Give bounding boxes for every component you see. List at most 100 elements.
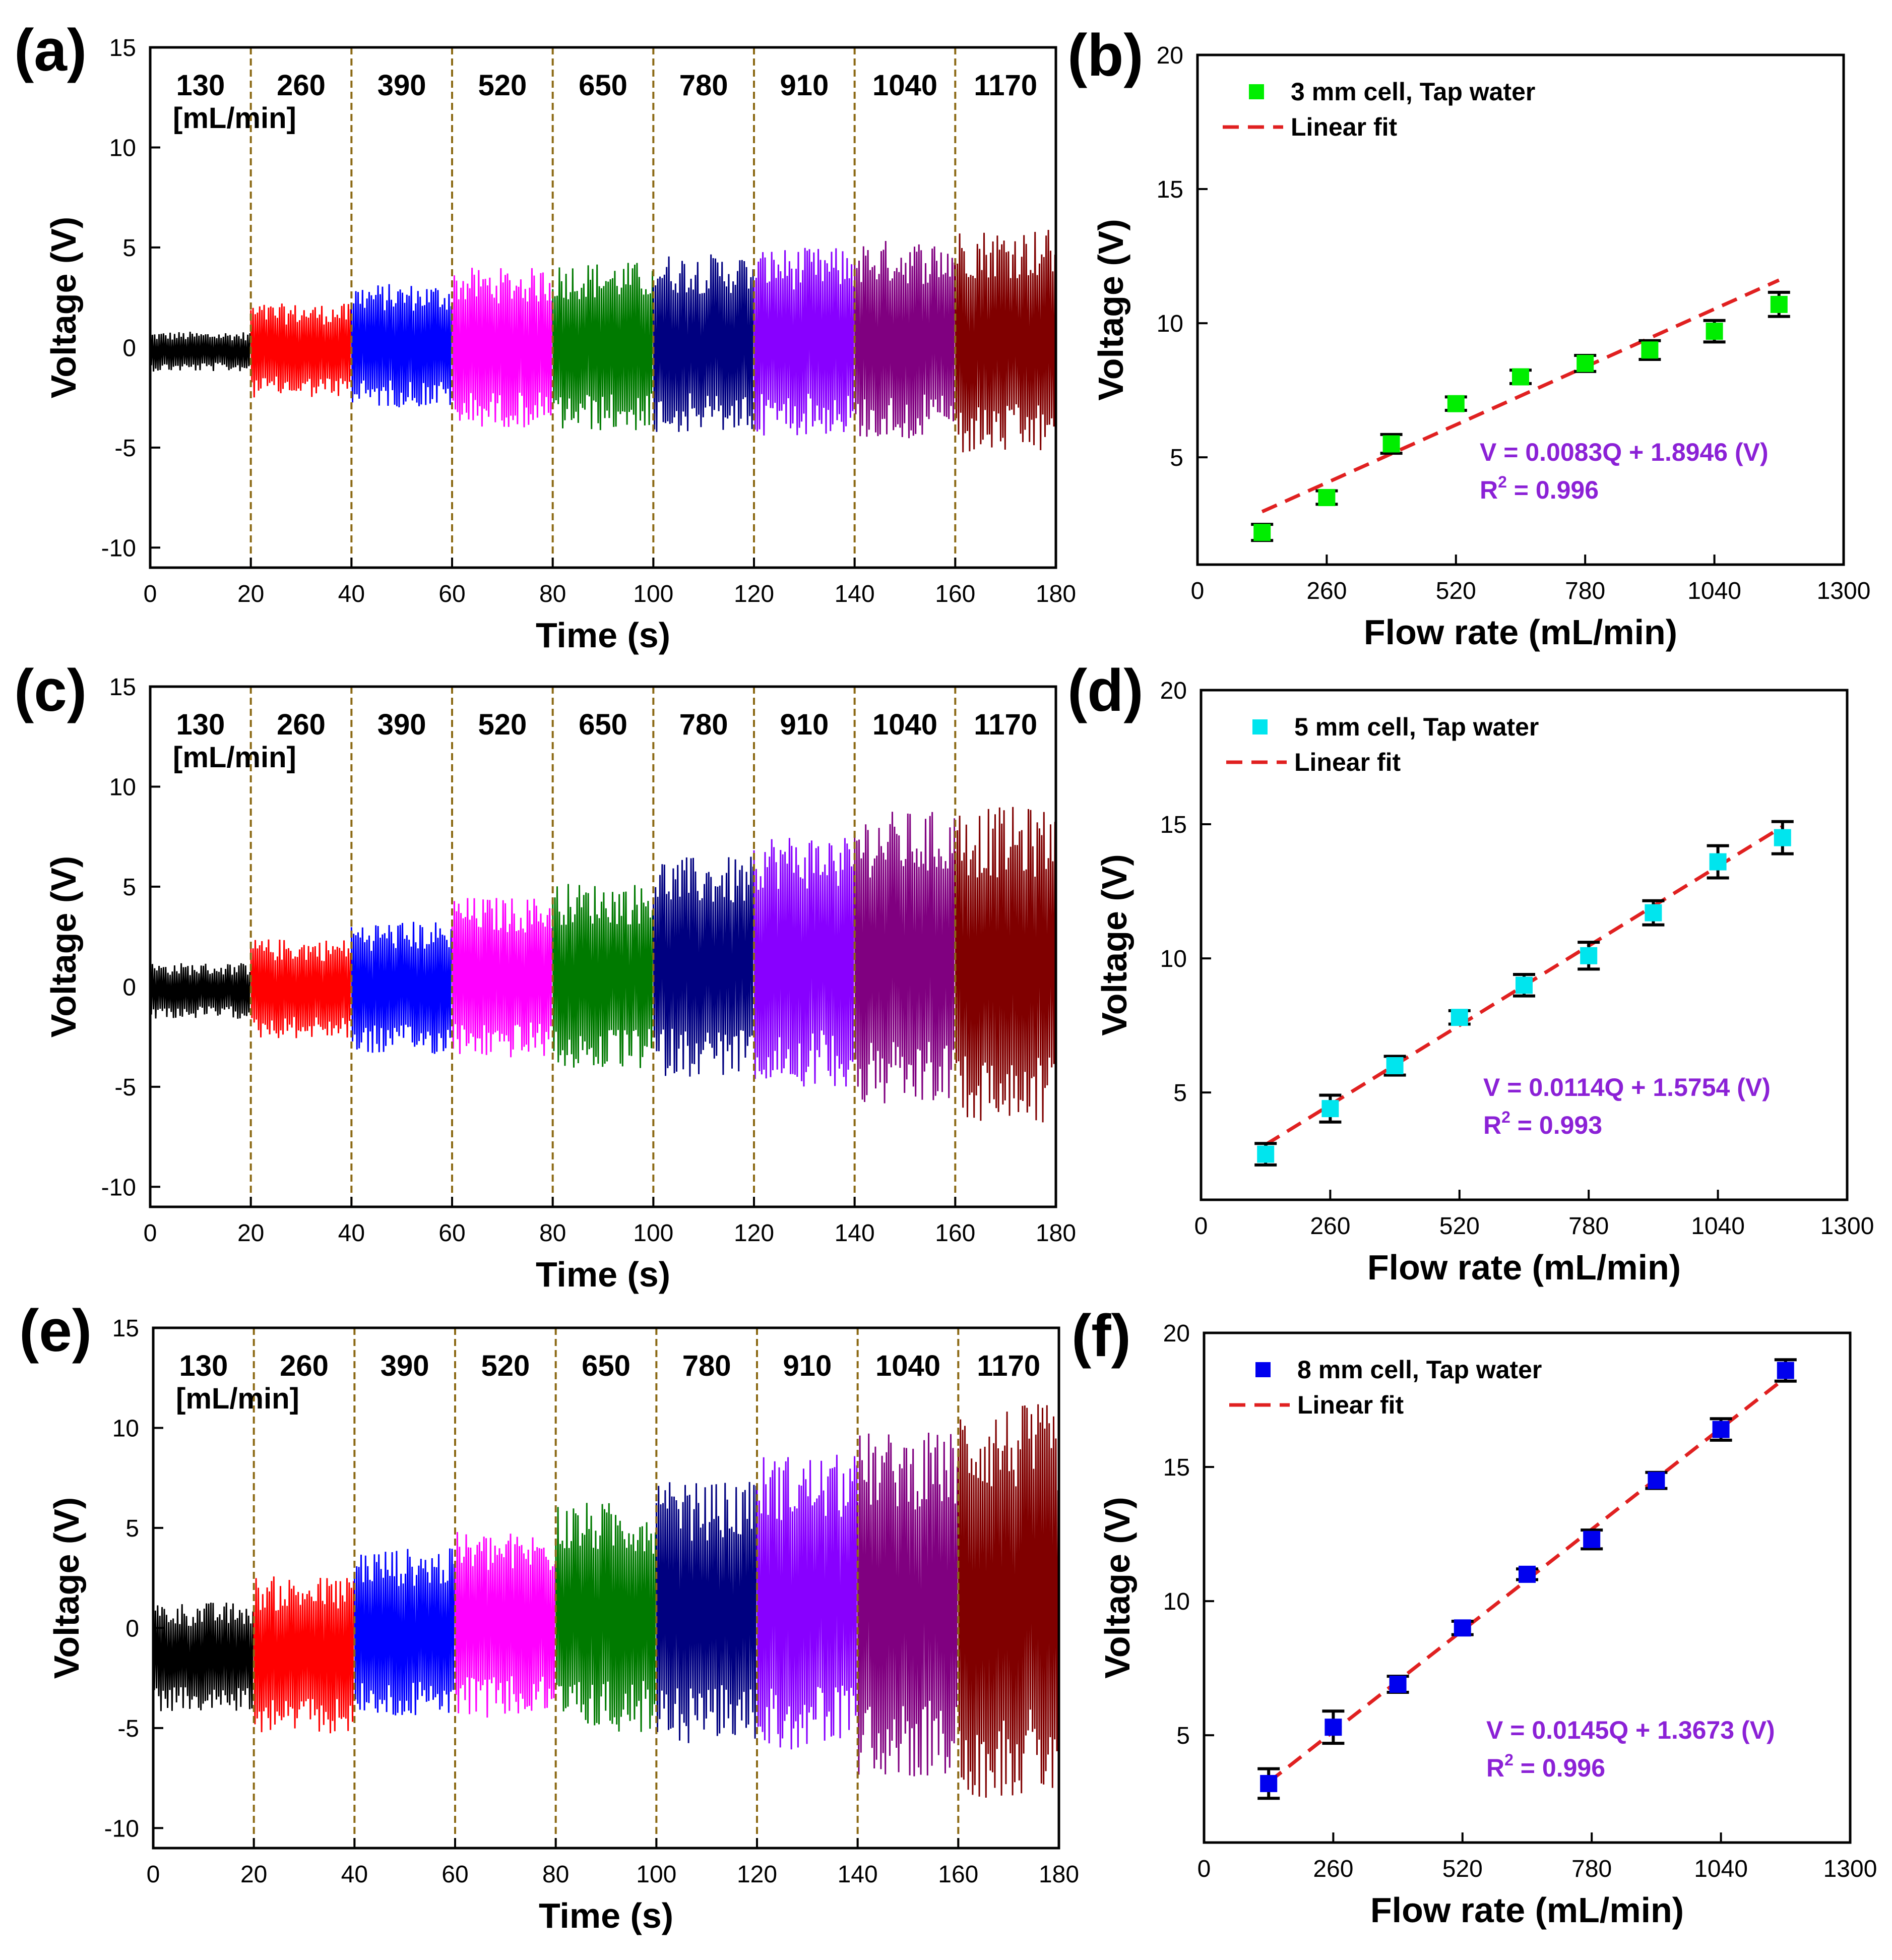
x-tick-label: 0 — [147, 1861, 160, 1888]
y-tick-label: -5 — [114, 435, 136, 462]
signal-segment-780 — [652, 254, 754, 432]
segment-label: 650 — [579, 69, 627, 102]
x-tick-label: 100 — [633, 581, 673, 607]
fit-r2: R2 = 0.996 — [1486, 1751, 1605, 1782]
plot-frame — [152, 1326, 1060, 1850]
x-tick-label: 80 — [539, 1220, 566, 1247]
segment-label: 520 — [478, 69, 527, 102]
data-point — [1641, 341, 1659, 359]
y-tick-label: 20 — [1160, 678, 1187, 704]
data-point — [1777, 1362, 1794, 1379]
x-tick-label: 60 — [438, 1220, 465, 1247]
x-tick-label: 140 — [835, 1220, 875, 1247]
x-tick-label: 180 — [1036, 1220, 1076, 1247]
x-tick-label: 80 — [539, 581, 566, 607]
y-tick-label: 0 — [122, 335, 136, 361]
y-tick-label: 5 — [1173, 1080, 1187, 1107]
x-axis-title: Flow rate (mL/min) — [1364, 612, 1677, 652]
y-axis-title: Voltage (V) — [44, 217, 83, 398]
x-tick-label: 520 — [1439, 1213, 1480, 1240]
signal-segment-1170 — [954, 229, 1056, 453]
unit-label: [mL/min] — [173, 102, 296, 135]
panel-label: (d) — [1067, 657, 1144, 724]
segment-label: 260 — [277, 69, 326, 102]
fit-r2: R2 = 0.993 — [1483, 1108, 1602, 1139]
y-tick-label: 10 — [109, 135, 136, 161]
signal-segment-910 — [756, 1454, 858, 1750]
fit-line — [1261, 278, 1780, 514]
segment-label: 390 — [377, 69, 426, 102]
y-axis-title: Voltage (V) — [1091, 219, 1130, 400]
y-tick-label: 5 — [122, 874, 136, 901]
panel-a: (a)130 260 390 520 650 780 910 1040 1170[mL/min]… — [14, 17, 1076, 655]
x-tick-label: 1300 — [1817, 578, 1871, 604]
y-tick-label: -5 — [114, 1074, 136, 1101]
y-axis-title: Voltage (V) — [1095, 854, 1134, 1035]
y-tick-label: 5 — [1176, 1723, 1190, 1749]
y-tick-label: -10 — [104, 1815, 139, 1842]
plot-frame — [1200, 689, 1849, 1201]
segment-label: 650 — [582, 1350, 630, 1382]
x-tick-label: 780 — [1571, 1856, 1612, 1882]
data-point — [1709, 853, 1727, 871]
panel-label: (a) — [14, 17, 87, 84]
data-point — [1770, 295, 1788, 313]
y-tick-label: 10 — [112, 1415, 139, 1442]
data-point — [1648, 1472, 1665, 1489]
y-tick-label: 0 — [122, 974, 136, 1001]
x-tick-label: 60 — [442, 1861, 468, 1888]
segment-label: 1040 — [872, 708, 937, 741]
data-point — [1519, 1565, 1536, 1583]
y-tick-label: 10 — [109, 774, 136, 801]
data-point — [1583, 1530, 1601, 1548]
x-tick-label: 20 — [240, 1861, 267, 1888]
x-tick-label: 140 — [835, 581, 875, 607]
signal-segment-130 — [149, 332, 251, 372]
x-tick-label: 120 — [737, 1861, 777, 1888]
y-axis-title: Voltage (V) — [47, 1497, 86, 1679]
data-point — [1454, 1619, 1471, 1637]
data-point — [1257, 1145, 1275, 1163]
x-tick-label: 100 — [636, 1861, 676, 1888]
segment-label: 260 — [277, 708, 326, 741]
signal-segment-650 — [552, 884, 654, 1068]
x-tick-label: 0 — [144, 1220, 157, 1247]
data-point — [1318, 488, 1336, 506]
signal-segment-260 — [253, 1576, 355, 1734]
x-tick-label: 260 — [1310, 1213, 1350, 1240]
y-tick-label: -5 — [117, 1716, 139, 1742]
x-tick-label: 260 — [1313, 1856, 1353, 1882]
data-point — [1512, 368, 1529, 386]
segment-label: 1170 — [974, 708, 1037, 741]
x-tick-label: 780 — [1568, 1213, 1609, 1240]
x-tick-label: 160 — [938, 1861, 978, 1888]
panel-e: (e)130 260 390 520 650 780 910 1040 1170[mL/min]… — [19, 1298, 1079, 1935]
fit-equation: V = 0.0145Q + 1.3673 (V) — [1486, 1716, 1775, 1744]
segment-label: 780 — [682, 1350, 731, 1382]
x-axis-title: Flow rate (mL/min) — [1367, 1248, 1681, 1287]
x-tick-label: 1040 — [1691, 1213, 1745, 1240]
segment-label: 130 — [176, 708, 225, 741]
fit-equation: V = 0.0083Q + 1.8946 (V) — [1480, 438, 1769, 466]
legend-label: 3 mm cell, Tap water — [1291, 78, 1535, 106]
signal-segment-910 — [753, 838, 855, 1087]
y-tick-label: 15 — [1157, 176, 1183, 203]
x-tick-label: 40 — [338, 1220, 365, 1247]
signal-segment-1040 — [854, 812, 956, 1104]
signal-segment-1170 — [954, 807, 1056, 1123]
y-axis-title: Voltage (V) — [44, 856, 83, 1037]
signal-segment-910 — [753, 248, 855, 436]
data-point — [1706, 323, 1723, 340]
y-tick-label: 10 — [1160, 946, 1187, 972]
y-tick-label: 0 — [125, 1615, 139, 1642]
signal-segment-650 — [552, 263, 654, 431]
signal-segment-520 — [451, 898, 553, 1058]
panel-c: (c)130 260 390 520 650 780 910 1040 1170[mL/min]… — [14, 657, 1076, 1294]
x-tick-label: 140 — [838, 1861, 878, 1888]
x-tick-label: 40 — [338, 581, 365, 607]
x-tick-label: 1300 — [1820, 1213, 1874, 1240]
x-tick-label: 120 — [734, 581, 774, 607]
segment-label: 910 — [780, 708, 829, 741]
x-tick-label: 1040 — [1694, 1856, 1748, 1882]
y-tick-label: 10 — [1163, 1588, 1190, 1615]
